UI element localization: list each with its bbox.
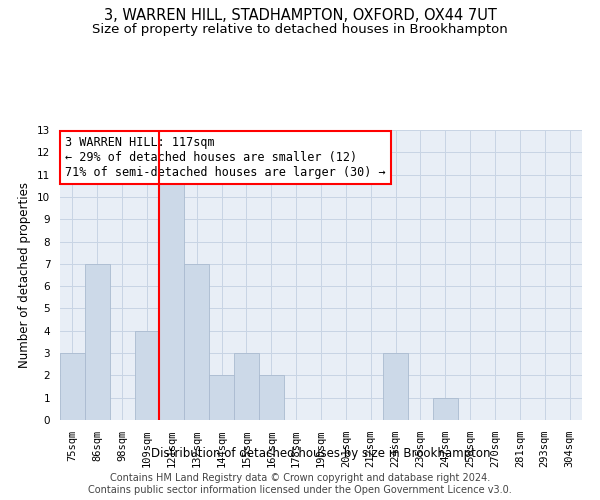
Bar [134,331,160,420]
Bar [60,353,85,420]
Text: 3 WARREN HILL: 117sqm
← 29% of detached houses are smaller (12)
71% of semi-deta: 3 WARREN HILL: 117sqm ← 29% of detached … [65,136,386,179]
Y-axis label: Number of detached properties: Number of detached properties [19,182,31,368]
Bar [234,353,259,420]
Bar [184,264,209,420]
Bar [433,398,458,420]
Text: 3, WARREN HILL, STADHAMPTON, OXFORD, OX44 7UT: 3, WARREN HILL, STADHAMPTON, OXFORD, OX4… [104,8,496,22]
Text: Contains HM Land Registry data © Crown copyright and database right 2024.
Contai: Contains HM Land Registry data © Crown c… [88,474,512,495]
Text: Distribution of detached houses by size in Brookhampton: Distribution of detached houses by size … [151,448,491,460]
Text: Size of property relative to detached houses in Brookhampton: Size of property relative to detached ho… [92,22,508,36]
Bar [383,353,408,420]
Bar [85,264,110,420]
Bar [259,376,284,420]
Bar [160,174,184,420]
Bar [209,376,234,420]
